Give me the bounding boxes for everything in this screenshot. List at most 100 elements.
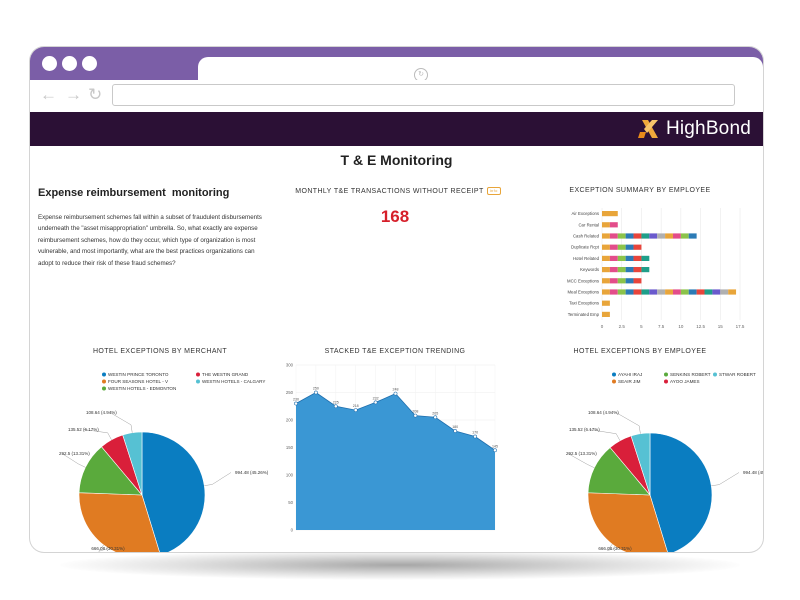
- slice-value-label: 135.52 (6.17%): [569, 427, 600, 432]
- slice-value-label: 292.5 (13.31%): [566, 451, 597, 456]
- window-maximize-dot[interactable]: [82, 56, 97, 71]
- app-header: HighBond: [30, 112, 763, 146]
- data-label: 145: [492, 444, 498, 448]
- bar-segment: [602, 244, 610, 250]
- legend-label: STWAR ROBERT: [719, 372, 756, 377]
- legend-swatch: [196, 372, 200, 377]
- data-point: [473, 434, 478, 439]
- bar-segment: [609, 255, 618, 261]
- data-label: 248: [393, 388, 399, 392]
- bar-segment: [609, 244, 618, 250]
- back-arrow-icon[interactable]: ←: [40, 85, 57, 104]
- slice-value-label: 994.48 (45.26%): [743, 470, 763, 475]
- bar-segment: [633, 289, 642, 295]
- data-label: 230: [293, 398, 299, 402]
- y-tick-label: 0: [291, 528, 294, 533]
- slice-value-label: 994.48 (45.26%): [235, 470, 269, 475]
- bar-segment: [609, 289, 618, 295]
- window-minimize-dot[interactable]: [62, 56, 77, 71]
- trend-chart-title: STACKED T&E EXCEPTION TRENDING: [324, 348, 466, 355]
- data-label: 180: [452, 425, 458, 429]
- bar-segment: [602, 311, 610, 317]
- intro-text: Expense reimbursement schemes fall withi…: [38, 214, 262, 267]
- page-title: T & E Monitoring: [340, 152, 453, 168]
- window-close-dot[interactable]: [42, 56, 57, 71]
- x-tick-label: 0: [601, 324, 604, 329]
- data-label: 208: [412, 410, 418, 414]
- bar-segment: [657, 233, 666, 239]
- x-tick-label: 10: [678, 324, 684, 329]
- data-point: [493, 448, 497, 453]
- bar-segment: [609, 278, 618, 284]
- legend-label: WESTIN HOTELS - EDMONTON: [108, 386, 176, 391]
- label-leader-line: [98, 544, 109, 552]
- forward-arrow-icon[interactable]: →: [65, 85, 82, 104]
- x-tick-label: 15: [718, 324, 724, 329]
- data-point: [393, 391, 398, 396]
- bar-segment: [625, 233, 634, 239]
- highbond-logo[interactable]: HighBond: [637, 118, 751, 140]
- legend-label: FOUR SEASONS HOTEL - V: [108, 379, 169, 384]
- legend-swatch: [612, 372, 616, 377]
- bar-segment: [688, 289, 697, 295]
- browser-window: ↻ ← → ↻ HighBond T & E Monitoring Expens…: [30, 47, 763, 552]
- bar-segment: [680, 289, 689, 295]
- bar-segment: [728, 289, 737, 295]
- legend-swatch: [102, 379, 106, 384]
- bar-segment: [617, 255, 626, 261]
- bar-segment: [602, 300, 610, 306]
- data-point: [314, 390, 318, 395]
- area-fill: [296, 392, 495, 530]
- data-point: [333, 404, 338, 409]
- bar-segment: [617, 267, 626, 273]
- label-leader-line: [83, 429, 112, 440]
- legend-swatch: [713, 372, 717, 377]
- data-label: 218: [353, 404, 359, 408]
- browser-tab[interactable]: ↻: [198, 57, 763, 82]
- legend-label: AYAHI IRAJ: [618, 372, 642, 377]
- legend-swatch: [102, 372, 106, 377]
- x-tick-label: 5: [640, 324, 643, 329]
- slice-value-label: 666.08 (30.31%): [91, 546, 125, 551]
- bar-segment: [617, 244, 626, 250]
- browser-navbar: ← → ↻: [30, 80, 763, 112]
- trend-area-chart: 0 50 100 150 200 250 300 230 250 225 218 232 248 208 2…: [286, 363, 498, 533]
- refresh-icon[interactable]: ↻: [88, 85, 103, 104]
- browser-titlebar: ↻: [30, 47, 763, 82]
- address-bar[interactable]: [112, 84, 735, 106]
- bar-segment: [609, 222, 618, 228]
- category-label: Cash Related: [573, 234, 600, 239]
- y-tick-label: 250: [286, 390, 294, 395]
- label-leader-line: [204, 472, 232, 486]
- category-label: Air Exceptions: [572, 211, 599, 216]
- label-leader-line: [615, 412, 641, 434]
- pie-slice: [78, 492, 160, 552]
- category-label: Keywords: [580, 267, 599, 272]
- label-leader-line: [567, 453, 595, 468]
- bar-segment: [609, 267, 618, 273]
- slice-value-label: 292.5 (13.31%): [59, 451, 90, 456]
- bar-segment: [617, 289, 626, 295]
- bar-segment: [625, 267, 634, 273]
- bar-segment: [633, 244, 642, 250]
- bar-segment: [641, 267, 650, 273]
- bar-segment: [602, 278, 610, 284]
- bar-segment: [649, 289, 658, 295]
- data-point: [413, 413, 418, 418]
- bar-segment: [633, 267, 642, 273]
- category-label: Duplicate Rcpt: [571, 245, 600, 250]
- info-badge[interactable]: info: [486, 187, 501, 195]
- brand-name: HighBond: [665, 118, 751, 139]
- bar-segment: [665, 289, 673, 295]
- pie-slice: [649, 432, 713, 552]
- bar-segment: [602, 222, 610, 228]
- kpi-title: MONTHLY T&E TRANSACTIONS WITHOUT RECEIPT…: [292, 187, 504, 195]
- label-leader-line: [61, 453, 86, 468]
- category-label: Terminated Emp: [568, 312, 600, 317]
- legend-swatch: [612, 379, 616, 384]
- category-label: Car Rental: [578, 222, 599, 227]
- exception-summary-title: EXCEPTION SUMMARY BY EMPLOYEE: [569, 187, 711, 194]
- x-tick-label: 12.5: [696, 324, 705, 329]
- bar-segment: [625, 278, 634, 284]
- bar-segment: [617, 233, 626, 239]
